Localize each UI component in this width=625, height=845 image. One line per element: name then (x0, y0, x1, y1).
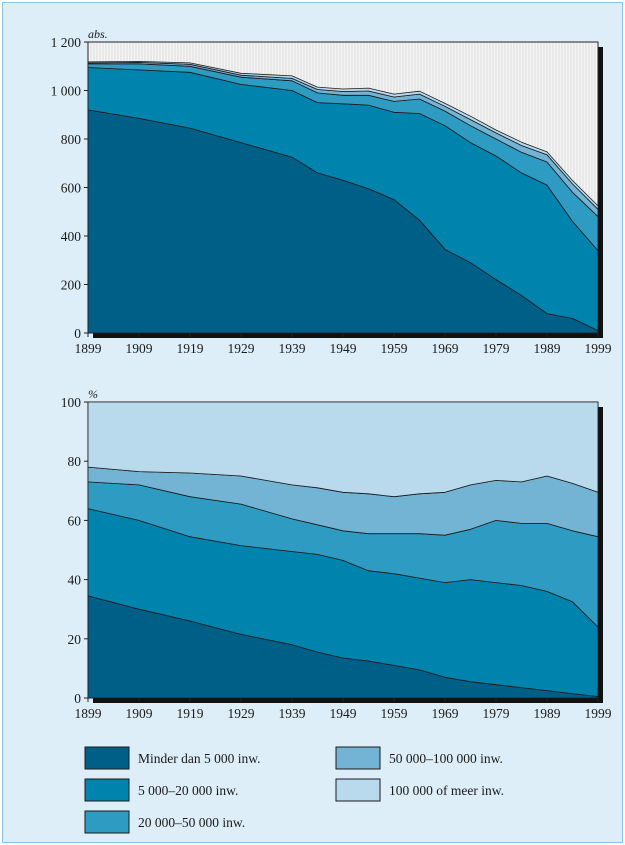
x-tick-label: 1959 (381, 706, 408, 721)
x-tick-label: 1899 (75, 341, 102, 356)
y-tick-label: 800 (61, 132, 82, 147)
chart-percentage: 0 20 40 60 80 100 1899 1909 1919 1929 1939 1949 1959… (61, 387, 612, 721)
x-tick-label: 1949 (330, 706, 357, 721)
y-tick-label: 0 (74, 326, 81, 341)
y-tick-label: 60 (68, 513, 82, 528)
x-tick-label: 1999 (585, 706, 612, 721)
y-tick-label: 200 (61, 278, 82, 293)
x-tick-label: 1909 (126, 706, 153, 721)
chart-absolute: 0 200 400 600 800 1 000 1 200 1899 1909 1919 1929 1… (51, 27, 612, 356)
y-tick-label: 400 (61, 229, 82, 244)
unit-label: abs. (88, 27, 108, 41)
legend-label: 100 000 of meer inw. (389, 783, 504, 798)
y-tick-label: 1 200 (51, 35, 82, 50)
unit-label: % (88, 387, 98, 401)
x-tick-label: 1979 (483, 706, 510, 721)
y-tick-label: 0 (74, 691, 81, 706)
area-series-5 (87, 401, 599, 498)
x-tick-label: 1989 (534, 341, 561, 356)
x-tick-label: 1909 (126, 341, 153, 356)
area-series-5 (87, 61, 599, 210)
x-tick-label: 1969 (432, 341, 459, 356)
x-tick-label: 1939 (279, 706, 306, 721)
x-tick-label: 1949 (330, 341, 357, 356)
x-tick-label: 1899 (75, 706, 102, 721)
legend-label: Minder dan 5 000 inw. (138, 751, 260, 766)
legend: Minder dan 5 000 inw. 5 000–20 000 inw. 20… (84, 746, 504, 834)
x-tick-label: 1929 (228, 706, 255, 721)
x-tick-label: 1979 (483, 341, 510, 356)
x-tick-label: 1989 (534, 706, 561, 721)
legend-label: 5 000–20 000 inw. (138, 783, 238, 798)
legend-swatch (84, 810, 130, 834)
y-tick-label: 40 (68, 573, 82, 588)
legend-swatch (84, 746, 130, 770)
x-tick-label: 1969 (432, 706, 459, 721)
x-tick-label: 1919 (177, 706, 204, 721)
y-tick-label: 20 (68, 632, 82, 647)
legend-label: 50 000–100 000 inw. (389, 751, 503, 766)
y-tick-label: 100 (61, 395, 82, 410)
x-tick-label: 1929 (228, 341, 255, 356)
legend-swatch (335, 746, 381, 770)
legend-label: 20 000–50 000 inw. (138, 815, 245, 830)
x-tick-label: 1999 (585, 341, 612, 356)
x-tick-label: 1959 (381, 341, 408, 356)
legend-swatch (84, 778, 130, 802)
x-tick-label: 1939 (279, 341, 306, 356)
y-tick-label: 600 (61, 181, 82, 196)
legend-swatch (335, 778, 381, 802)
y-tick-label: 1 000 (51, 84, 82, 99)
x-tick-label: 1919 (177, 341, 204, 356)
y-tick-label: 80 (68, 454, 82, 469)
